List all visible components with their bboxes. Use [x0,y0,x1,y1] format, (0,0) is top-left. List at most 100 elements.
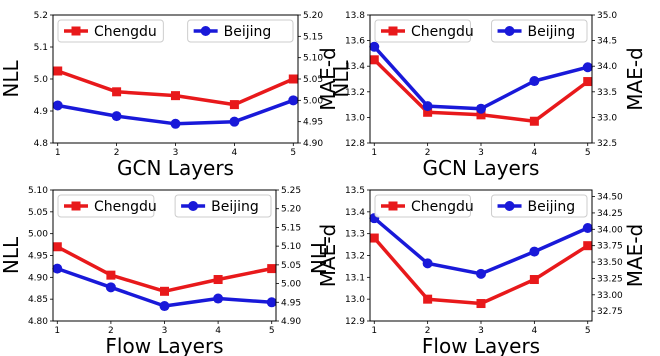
y-axis-label-right: NLL [329,60,353,98]
legend-box [174,194,272,218]
legend-box [57,19,164,43]
y-right-tick-label: 5.20 [281,205,301,215]
data-point-chengdu [369,55,379,65]
legend-label: Chengdu [411,24,474,40]
data-point-chengdu [583,77,593,87]
y-right-tick-label: 4.90 [303,139,323,149]
y-left-tick-label: 13.4 [345,62,365,72]
legend-marker-beijing [504,26,515,36]
y-axis-label-right: NLL [307,236,331,274]
data-point-chengdu [112,87,122,97]
y-left-tick-label: 13.5 [345,186,365,196]
y-axis-label-right: MAE-d [623,47,647,111]
y-right-tick-label: 35.0 [597,11,617,21]
y-right-tick-label: 5.10 [281,242,301,252]
legend-label: Beijing [224,24,272,40]
data-point-beijing [229,116,240,127]
y-axis-label-left: MAE-d [316,47,340,111]
y-left-tick-label: 13.2 [345,88,365,98]
y-right-tick-label: 5.15 [281,223,301,233]
x-tick-label: 4 [531,326,537,336]
y-left-tick-label: 4.8 [34,139,49,149]
legend-label: Beijing [528,199,576,215]
y-right-tick-label: 4.95 [303,118,323,128]
data-point-beijing [159,301,170,312]
y-left-tick-label: 4.90 [28,273,48,283]
y-left-tick-label: 13.4 [345,208,365,218]
x-tick-label: 5 [585,148,591,158]
x-axis-label: GCN Layers [423,156,540,180]
plot-frame [52,14,299,144]
x-tick-label: 2 [425,148,431,158]
legend-label: Chengdu [411,199,474,215]
chart-panel-4: 12.913.013.113.213.313.413.532.7533.0033… [316,186,647,356]
legend-box [491,19,588,43]
legend-box [491,194,588,218]
chart-panel-2: 12.8 13.0 13.2 13.4 13.6 13.8 32.5 33.0 33.5 34.0… [316,11,647,180]
data-point-beijing [213,293,224,304]
data-point-chengdu [288,74,298,84]
y-left-tick-label: 5.1 [34,43,48,53]
legend-box [57,194,155,218]
data-point-chengdu [53,66,63,76]
legend-box [187,19,294,43]
x-tick-label: 4 [531,148,537,158]
data-point-chengdu [267,264,277,274]
x-tick-label: 3 [162,326,168,336]
data-point-chengdu [529,275,539,285]
legend-label: Beijing [528,24,576,40]
y-axis-label-right: MAE-d [623,224,647,288]
data-point-beijing [288,95,299,106]
x-tick-label: 2 [108,326,114,336]
y-left-tick-label: 12.9 [345,317,365,327]
data-point-beijing [476,268,486,279]
y-right-tick-label: 33.00 [597,291,623,301]
data-point-beijing [369,41,380,52]
data-point-beijing [529,76,540,87]
data-point-beijing [111,111,122,122]
y-left-tick-label: 5.00 [28,230,48,240]
data-point-chengdu [476,110,486,120]
data-point-beijing [529,246,540,257]
data-point-chengdu [213,275,223,285]
data-point-chengdu [229,100,239,110]
x-tick-label: 4 [215,326,221,336]
y-right-tick-label: 5.00 [303,96,323,106]
data-point-chengdu [583,241,593,251]
x-tick-label: 5 [585,326,591,336]
data-point-chengdu [52,242,62,252]
y-right-tick-label: 34.5 [597,37,617,47]
y-right-tick-label: 5.05 [303,75,323,85]
data-point-beijing [476,103,486,114]
y-right-tick-label: 33.5 [597,88,617,98]
x-tick-label: 2 [114,148,120,158]
y-axis-label-left: MAE-d [316,224,340,288]
data-point-chengdu [369,233,379,243]
y-left-tick-label: 13.0 [345,113,365,123]
series-line-chengdu [56,245,273,294]
y-right-tick-label: 32.5 [597,139,617,149]
legend-marker-beijing [200,26,211,36]
data-point-beijing [582,62,593,73]
data-point-beijing [266,297,277,308]
y-right-tick-label: 34.00 [597,225,623,235]
series-line-beijing [372,45,589,111]
x-axis-label: Flow Layers [105,334,223,356]
y-right-tick-label: 33.25 [597,274,623,284]
x-tick-label: 3 [478,148,484,158]
plot-frame [369,14,593,144]
legend-label: Chengdu [94,199,157,215]
data-point-beijing [422,101,433,112]
x-tick-label: 4 [232,148,238,158]
y-right-tick-label: 5.10 [303,54,323,64]
data-point-chengdu [106,270,116,280]
y-right-tick-label: 5.15 [303,32,323,42]
legend-marker-chengdu [71,201,81,211]
y-left-tick-label: 13.3 [345,230,365,240]
y-left-tick-label: 5.10 [28,186,48,196]
legend-marker-beijing [504,201,515,211]
y-right-tick-label: 34.50 [597,193,623,203]
y-left-tick-label: 4.85 [28,295,48,305]
y-left-tick-label: 4.80 [28,317,48,327]
y-left-tick-label: 4.9 [34,107,49,117]
